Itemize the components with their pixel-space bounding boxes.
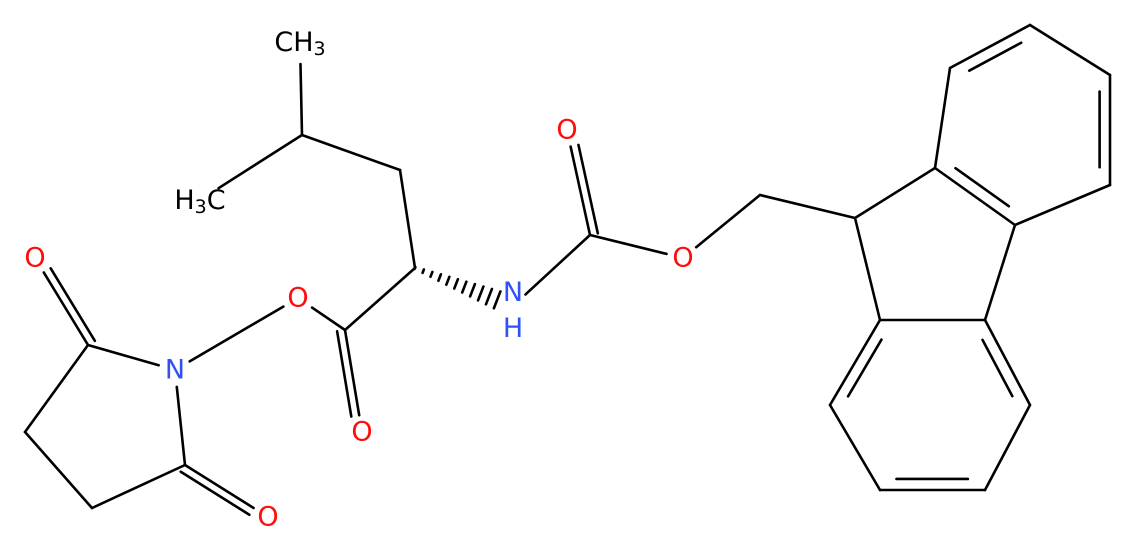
atom-label-part: H bbox=[293, 27, 313, 58]
bond bbox=[1013, 183, 1112, 227]
hash-bond bbox=[460, 280, 468, 294]
double-bond bbox=[335, 330, 353, 418]
bond bbox=[343, 328, 361, 417]
double-bond bbox=[179, 470, 251, 517]
atom-label: O bbox=[351, 417, 372, 448]
bond bbox=[828, 403, 882, 492]
double-bond bbox=[577, 143, 600, 235]
bond bbox=[343, 266, 417, 332]
atom-label: H3C bbox=[174, 185, 225, 219]
bond bbox=[299, 62, 304, 137]
hash-bond bbox=[452, 277, 460, 290]
bond bbox=[853, 216, 882, 322]
bond bbox=[42, 271, 90, 347]
bond bbox=[524, 233, 592, 296]
aromatic-bond bbox=[846, 338, 883, 398]
bond bbox=[217, 133, 304, 190]
bond bbox=[933, 166, 1017, 227]
atom-label-part: H bbox=[503, 313, 523, 344]
hash-bond bbox=[468, 282, 477, 298]
atom-label: O bbox=[672, 243, 693, 274]
atom-label-part: N bbox=[503, 277, 523, 308]
atom-label: O bbox=[24, 243, 45, 274]
aromatic-bond bbox=[954, 166, 1011, 208]
bond bbox=[983, 318, 1032, 407]
bond bbox=[569, 145, 592, 237]
bond bbox=[1028, 23, 1112, 77]
atom-label: O bbox=[287, 283, 308, 314]
bond bbox=[983, 223, 1017, 322]
bond bbox=[90, 463, 187, 510]
hash-bond bbox=[421, 268, 426, 275]
atom-label-part: C bbox=[207, 185, 226, 216]
hash-bond bbox=[413, 265, 417, 271]
aromatic-bond bbox=[981, 338, 1014, 398]
hash-bond bbox=[476, 285, 485, 302]
bond bbox=[948, 23, 1032, 70]
double-bond bbox=[49, 267, 97, 343]
bond bbox=[86, 343, 160, 367]
bond bbox=[188, 305, 285, 363]
hash-bond bbox=[484, 287, 494, 306]
hash-bond bbox=[437, 273, 443, 283]
aromatic-bond bbox=[967, 41, 1023, 72]
atom-label-part: H bbox=[174, 185, 194, 216]
atom-label-part: 3 bbox=[195, 196, 207, 218]
bond bbox=[183, 463, 255, 510]
atom-label: N bbox=[165, 355, 185, 386]
hash-bond bbox=[429, 270, 434, 279]
bond bbox=[398, 168, 417, 270]
bond bbox=[694, 193, 762, 249]
bond bbox=[983, 403, 1032, 492]
bond bbox=[933, 66, 952, 170]
bond bbox=[310, 306, 347, 332]
bond bbox=[853, 166, 937, 220]
atom-label: CH3 bbox=[274, 27, 325, 61]
bond bbox=[175, 385, 187, 467]
atom-label: O bbox=[556, 115, 577, 146]
bond bbox=[758, 193, 857, 220]
bond bbox=[588, 233, 668, 256]
atom-label: O bbox=[257, 502, 278, 533]
atom-label-part: 3 bbox=[314, 38, 326, 60]
atom-label-part: C bbox=[274, 27, 293, 58]
bond bbox=[828, 318, 882, 407]
bond bbox=[300, 133, 402, 172]
bond bbox=[23, 343, 90, 434]
hash-bond bbox=[445, 275, 451, 286]
bond bbox=[23, 430, 94, 510]
hash-bond bbox=[492, 290, 502, 310]
